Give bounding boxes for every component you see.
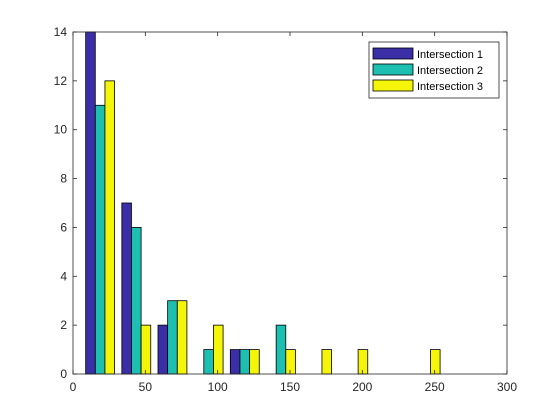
bar-intersection-3-5 <box>249 349 260 375</box>
y-tick-label-12: 12 <box>54 74 68 88</box>
legend: Intersection 1 Intersection 2 Intersection… <box>368 41 500 99</box>
y-tick-label-0: 0 <box>60 367 67 381</box>
y-tick-label-6: 6 <box>60 220 67 234</box>
bar-intersection-1-1 <box>85 31 96 375</box>
legend-swatch-intersection-1 <box>372 47 414 60</box>
x-tick-label-200: 200 <box>352 380 372 394</box>
bar-intersection-2-3 <box>167 300 178 375</box>
bar-intersection-3-7 <box>321 349 332 375</box>
x-tick-label-300: 300 <box>497 380 517 394</box>
y-tick-label-10: 10 <box>54 123 68 137</box>
bar-intersection-3-2 <box>140 324 152 375</box>
y-tick-label-14: 14 <box>54 25 68 39</box>
bar-intersection-2-4 <box>203 349 214 375</box>
bar-intersection-2-1 <box>94 104 106 375</box>
bar-intersection-3-6 <box>285 349 296 375</box>
x-tick-label-150: 150 <box>280 380 300 394</box>
bar-intersection-3-10 <box>430 349 441 375</box>
bar-intersection-2-2 <box>131 227 142 375</box>
bar-intersection-3-8 <box>357 349 369 375</box>
bar-intersection-3-1 <box>104 80 115 375</box>
y-tick-label-8: 8 <box>60 172 67 186</box>
axes-group: 0 50 100 150 200 250 300 0 2 4 6 8 10 12 14 <box>54 25 518 394</box>
x-tick-label-0: 0 <box>70 380 77 394</box>
x-tick-label-250: 250 <box>425 380 445 394</box>
bar-intersection-2-6 <box>275 324 287 375</box>
legend-label-intersection-3: Intersection 3 <box>417 81 483 93</box>
bar-intersection-2-5 <box>239 349 251 375</box>
x-tick-label-100: 100 <box>208 380 228 394</box>
bar-intersection-1-3 <box>157 324 169 375</box>
bar-intersection-3-4 <box>213 324 224 375</box>
bar-intersection-3-3 <box>176 300 188 375</box>
bar-intersection-1-2 <box>121 202 132 375</box>
bar-intersection-1-5 <box>229 349 241 375</box>
legend-label-intersection-1: Intersection 1 <box>417 49 483 61</box>
legend-swatch-intersection-2 <box>372 63 414 76</box>
legend-label-intersection-2: Intersection 2 <box>417 65 483 77</box>
y-tick-label-4: 4 <box>60 269 67 283</box>
y-tick-label-2: 2 <box>60 318 67 332</box>
x-tick-label-50: 50 <box>139 380 153 394</box>
legend-swatch-intersection-3 <box>372 79 414 92</box>
